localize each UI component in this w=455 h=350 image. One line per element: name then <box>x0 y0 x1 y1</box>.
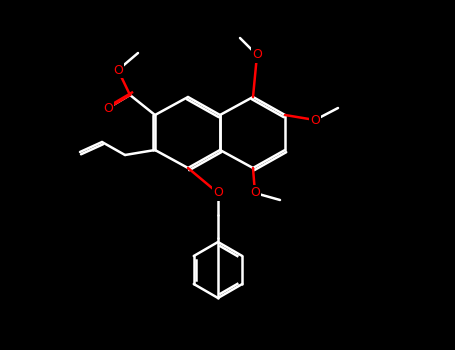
Text: O: O <box>252 49 262 62</box>
Text: O: O <box>103 102 113 114</box>
Text: O: O <box>113 63 123 77</box>
Text: O: O <box>250 187 260 199</box>
Text: O: O <box>310 113 320 126</box>
Text: O: O <box>213 187 223 199</box>
